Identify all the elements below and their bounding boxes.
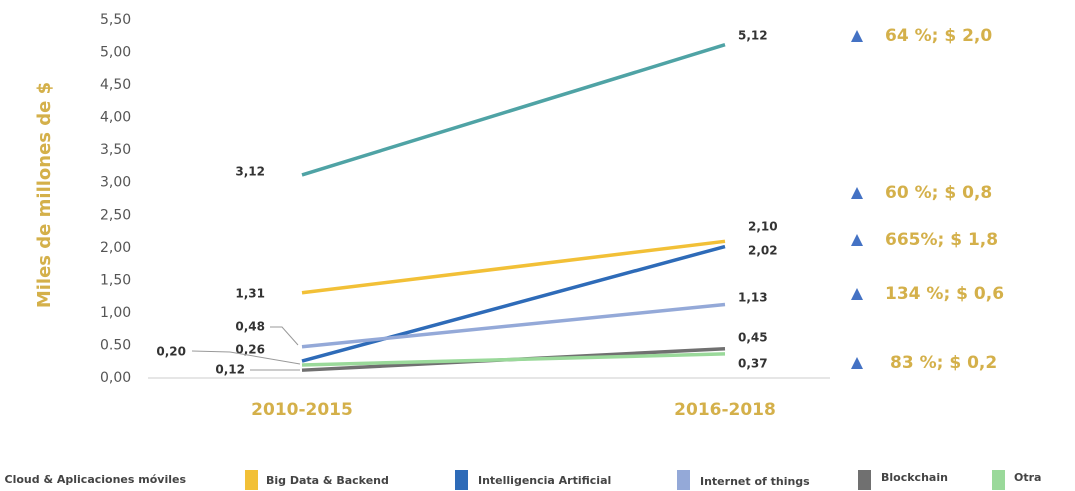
legend-label: Internet of things (700, 475, 810, 488)
y-tick-label: 5,50 (100, 12, 131, 28)
annotation-arrow (851, 187, 863, 199)
y-tick-label: 4,00 (100, 110, 131, 126)
legend-label: Intelligencia Artificial (478, 474, 611, 487)
annotation: 134 %; $ 0,6 (885, 284, 1004, 304)
data-label: 2,10 (748, 220, 778, 234)
annotation: 60 %; $ 0,8 (885, 183, 992, 203)
data-label: 0,20 (156, 345, 186, 359)
data-label: 0,48 (235, 320, 265, 334)
legend-swatch (245, 470, 258, 490)
data-label: 5,12 (738, 29, 768, 43)
y-tick-label: 0.50 (100, 337, 131, 353)
series-line (301, 302, 726, 349)
legend-swatch (992, 470, 1005, 490)
data-label: 1,31 (235, 287, 265, 301)
data-label: 2,02 (748, 244, 778, 258)
data-label: 3,12 (235, 165, 265, 179)
series-line (301, 239, 726, 295)
annotation: 64 %; $ 2,0 (885, 26, 992, 46)
annotation: 665%; $ 1,8 (885, 230, 998, 250)
y-tick-label: 5,00 (100, 45, 131, 61)
annotation: 83 %; $ 0,2 (890, 353, 997, 373)
annotation-arrow (851, 288, 863, 300)
data-label: 0,45 (738, 331, 768, 345)
series-line (301, 43, 726, 177)
y-tick-label: 4,50 (100, 77, 131, 93)
legend-label: Blockchain (881, 471, 948, 484)
x-tick-label: 2016-2018 (674, 400, 776, 420)
y-tick-label: 1,00 (100, 305, 131, 321)
legend-swatch (677, 470, 690, 490)
y-tick-label: 2,50 (100, 207, 131, 223)
y-tick-label: 2,00 (100, 240, 131, 256)
legend-label: Otra (1014, 471, 1041, 484)
series-line (301, 352, 726, 367)
leader-line (270, 326, 299, 346)
annotation-arrow (851, 30, 863, 42)
x-tick-label: 2010-2015 (251, 400, 353, 420)
legend-swatch (858, 470, 871, 490)
y-axis-label: Miles de millones de $ (34, 82, 55, 308)
y-tick-label: 3,50 (100, 142, 131, 158)
y-tick-label: 0,00 (100, 370, 131, 386)
data-label: 1,13 (738, 291, 768, 305)
leader-line (191, 350, 301, 365)
legend-label: Big Data & Backend (266, 474, 389, 487)
series-line (301, 244, 726, 363)
data-label: 0,12 (215, 363, 245, 377)
legend-label: Cloud & Aplicaciones móviles (5, 473, 187, 486)
y-tick-label: 3,00 (100, 175, 131, 191)
data-label: 0,37 (738, 357, 768, 371)
annotation-arrow (851, 234, 863, 246)
annotation-arrow (851, 357, 863, 369)
data-label: 0,26 (235, 343, 265, 357)
legend-swatch (455, 470, 468, 490)
y-tick-label: 1,50 (100, 272, 131, 288)
